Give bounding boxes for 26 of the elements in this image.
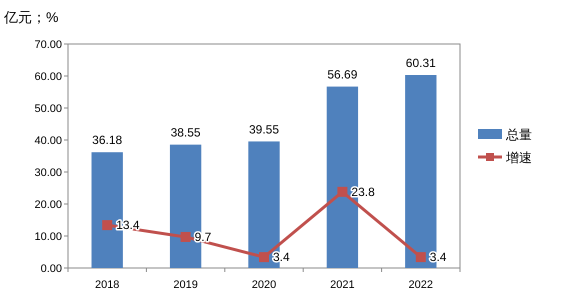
point <box>180 232 191 242</box>
data-label: 39.55 <box>248 122 280 136</box>
y-tick-label: 0.00 <box>40 263 62 275</box>
point <box>102 220 112 230</box>
data-label: 56.69 <box>327 68 358 82</box>
x-tick-label: 2019 <box>173 279 198 291</box>
data-label: 38.55 <box>170 126 201 140</box>
legend-label: 总量 <box>505 127 532 142</box>
y-tick-label: 30.00 <box>34 167 62 179</box>
data-label: 36.18 <box>92 133 123 148</box>
x-tick-label: 2022 <box>408 279 434 291</box>
x-tick-label: 2020 <box>252 279 276 291</box>
point <box>337 186 348 197</box>
y-tick-label: 70.00 <box>34 39 62 51</box>
y-tick-label: 10.00 <box>34 231 62 243</box>
y-tick-label: 60.00 <box>34 71 62 83</box>
y-tick-label: 20.00 <box>34 199 62 211</box>
data-label: 60.31 <box>406 56 436 70</box>
point <box>259 252 269 262</box>
y-tick-label: 50.00 <box>34 103 62 115</box>
legend-label: 增速 <box>505 150 532 165</box>
y-tick-label: 40.00 <box>34 135 62 147</box>
point <box>416 252 426 262</box>
y-axis-title: 亿元；% <box>3 9 58 25</box>
x-tick-label: 2021 <box>330 279 355 291</box>
x-tick-label: 2018 <box>94 279 120 291</box>
